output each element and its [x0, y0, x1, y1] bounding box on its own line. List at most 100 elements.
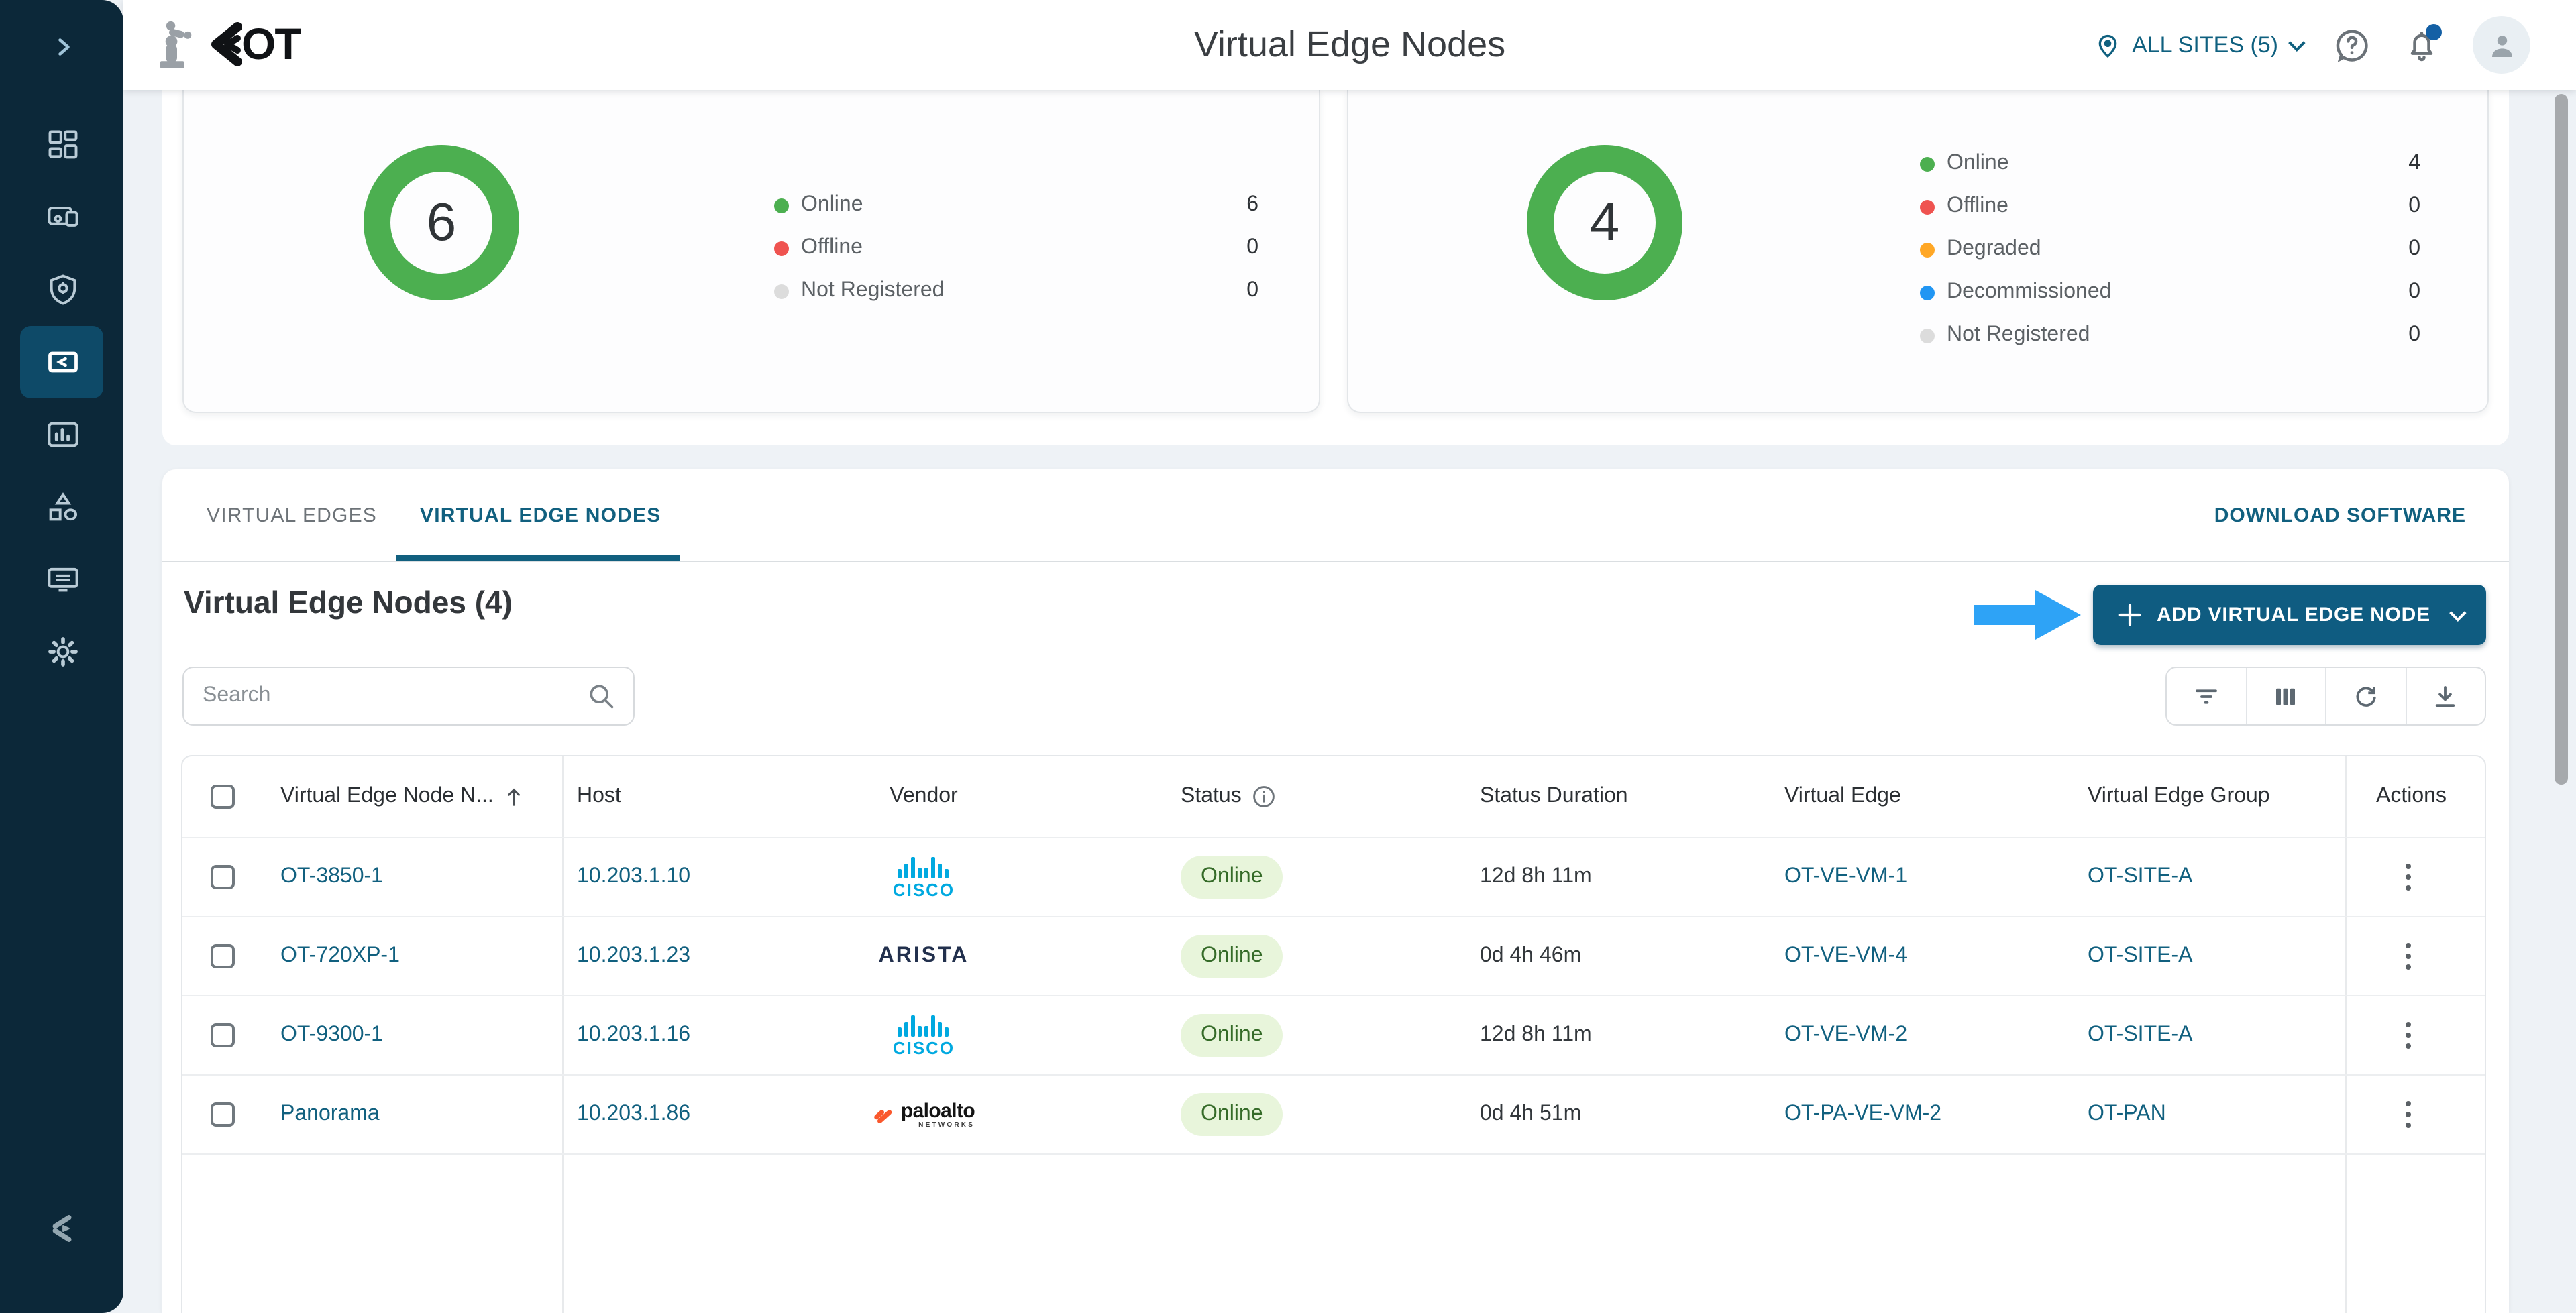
search-input[interactable] [184, 684, 586, 708]
row-checkbox[interactable] [211, 944, 235, 968]
virtual-edge-link[interactable]: OT-VE-VM-2 [1784, 1023, 1908, 1046]
status-dot-decommissioned [1920, 285, 1935, 300]
user-avatar[interactable] [2473, 16, 2530, 74]
column-header-virtual-edge-group[interactable]: Virtual Edge Group [2041, 756, 2347, 837]
column-header-status-duration[interactable]: Status Duration [1480, 785, 1628, 807]
tab-virtual-edges[interactable]: VIRTUAL EDGES [207, 504, 378, 526]
select-all-checkbox[interactable] [211, 785, 235, 809]
host-link[interactable]: 10.203.1.10 [577, 865, 691, 888]
row-actions-menu[interactable] [2406, 1022, 2411, 1049]
active-tab-indicator [396, 555, 680, 561]
brand-mark-icon [211, 22, 242, 66]
status-badge: Online [1181, 1093, 1283, 1136]
row-actions-menu[interactable] [2406, 1101, 2411, 1128]
refresh-icon [2356, 686, 2376, 706]
legend-item: Offline 0 [774, 236, 1258, 260]
sidebar-item-settings-icon[interactable] [46, 634, 80, 669]
virtual-edge-link[interactable]: OT-PA-VE-VM-2 [1784, 1102, 1942, 1125]
legend-label: Offline [801, 236, 863, 259]
column-header-host[interactable]: Host [577, 785, 621, 807]
legend-label: Not Registered [1947, 323, 2090, 346]
status-dot-not-registered [1920, 328, 1935, 343]
status-dot-online [774, 198, 789, 213]
virtual-edge-link[interactable]: OT-VE-VM-4 [1784, 944, 1908, 967]
row-checkbox[interactable] [211, 1102, 235, 1127]
virtual-edge-group-link[interactable]: OT-PAN [2088, 1102, 2166, 1125]
search-box [182, 667, 635, 726]
table-empty-area [182, 1153, 2485, 1313]
column-header-virtual-edge[interactable]: Virtual Edge [1784, 785, 1901, 807]
refresh-button[interactable] [2325, 668, 2405, 724]
column-header-status[interactable]: Status [1041, 756, 1444, 837]
legend-value: 0 [1246, 236, 1258, 259]
sidebar-collapse-icon[interactable] [44, 1211, 79, 1246]
filter-button[interactable] [2167, 668, 2245, 724]
donut-chart-virtual-edges: 6 [364, 145, 519, 300]
section-title: Virtual Edge Nodes (4) [184, 585, 513, 620]
sidebar-item-virtual-edge-icon[interactable] [46, 345, 80, 380]
column-header-name[interactable]: Virtual Edge Node N... [259, 756, 564, 837]
legend-item: Not Registered 0 [774, 279, 1258, 303]
add-button-label: ADD VIRTUAL EDGE NODE [2157, 604, 2430, 626]
sidebar-expand-icon[interactable] [51, 35, 75, 59]
virtual-edge-group-link[interactable]: OT-SITE-A [2088, 1023, 2193, 1046]
node-name-link[interactable]: OT-720XP-1 [280, 944, 400, 967]
palo-alto-mark-icon [875, 1110, 893, 1124]
sidebar-item-dashboard-icon[interactable] [46, 127, 80, 162]
add-virtual-edge-node-button[interactable]: ADD VIRTUAL EDGE NODE [2093, 585, 2486, 645]
row-checkbox[interactable] [211, 1023, 235, 1047]
legend-value: 0 [1246, 279, 1258, 302]
sidebar-item-reports-icon[interactable] [46, 417, 80, 452]
column-header-actions: Actions [2376, 785, 2447, 807]
status-duration: 0d 4h 51m [1480, 1102, 1582, 1125]
legend-label: Online [801, 193, 863, 216]
summary-card-virtual-edges: 6 Online 6 Offline 0 Not Registered 0 [182, 90, 1320, 413]
status-duration: 12d 8h 11m [1480, 865, 1592, 888]
host-link[interactable]: 10.203.1.23 [577, 944, 691, 967]
tab-virtual-edge-nodes[interactable]: VIRTUAL EDGE NODES [420, 504, 661, 526]
virtual-edge-group-link[interactable]: OT-SITE-A [2088, 865, 2193, 888]
sidebar-item-devices-icon[interactable] [46, 200, 80, 235]
legend-value: 6 [1246, 193, 1258, 216]
status-dot-online [1920, 156, 1935, 171]
columns-button[interactable] [2245, 668, 2325, 724]
plus-icon [2118, 604, 2141, 626]
virtual-edge-group-link[interactable]: OT-SITE-A [2088, 944, 2193, 967]
status-dot-offline [774, 241, 789, 255]
legend-item: Online 6 [774, 193, 1258, 217]
row-actions-menu[interactable] [2406, 864, 2411, 891]
node-name-link[interactable]: OT-9300-1 [280, 1023, 383, 1046]
download-table-button[interactable] [2405, 668, 2485, 724]
info-icon[interactable] [1252, 785, 1277, 809]
sidebar-item-console-icon[interactable] [46, 562, 80, 597]
app-header: OT Virtual Edge Nodes ALL SITES (5) [123, 0, 2576, 90]
status-badge: Online [1181, 935, 1283, 978]
help-icon [2336, 29, 2368, 62]
help-button[interactable] [2333, 26, 2371, 64]
notifications-button[interactable] [2403, 23, 2442, 64]
sidebar-item-security-icon[interactable] [46, 272, 80, 307]
bell-icon [2410, 31, 2433, 61]
legend-item: Degraded 0 [1920, 237, 2420, 262]
node-name-link[interactable]: OT-3850-1 [280, 865, 383, 888]
column-header-vendor[interactable]: Vendor [890, 785, 958, 807]
donut-chart-virtual-edge-nodes: 4 [1527, 145, 1682, 300]
row-checkbox[interactable] [211, 865, 235, 889]
node-name-link[interactable]: Panorama [280, 1102, 380, 1125]
legend-value: 0 [2408, 280, 2420, 303]
host-link[interactable]: 10.203.1.86 [577, 1102, 691, 1125]
page-scrollbar-thumb[interactable] [2555, 94, 2568, 785]
search-icon [590, 685, 614, 709]
legend-label: Online [1947, 152, 2009, 174]
sidebar-item-topology-icon[interactable] [46, 490, 80, 524]
virtual-edge-link[interactable]: OT-VE-VM-1 [1784, 865, 1908, 888]
sort-ascending-icon [507, 787, 520, 805]
host-link[interactable]: 10.203.1.16 [577, 1023, 691, 1046]
site-selector[interactable]: ALL SITES (5) [2094, 32, 2306, 58]
legend-label: Degraded [1947, 237, 2041, 260]
status-duration: 12d 8h 11m [1480, 1023, 1592, 1046]
download-software-link[interactable]: DOWNLOAD SOFTWARE [2214, 504, 2466, 526]
row-actions-menu[interactable] [2406, 943, 2411, 970]
donut-total: 4 [1589, 192, 1620, 251]
